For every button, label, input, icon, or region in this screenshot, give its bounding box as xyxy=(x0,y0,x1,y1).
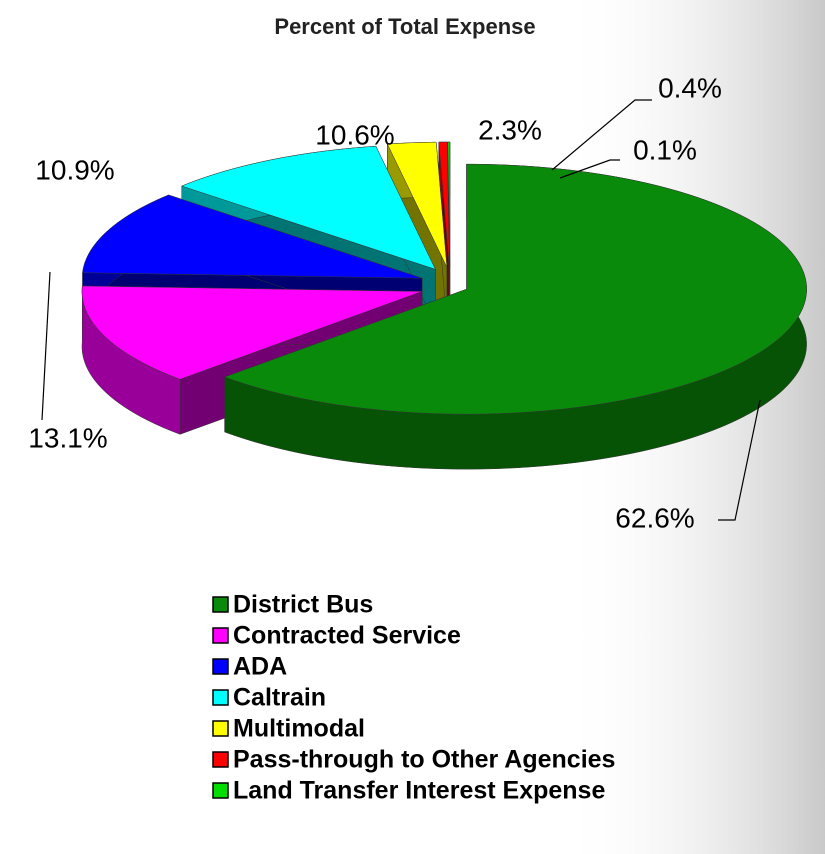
legend-swatch xyxy=(212,596,229,613)
value-label: 10.9% xyxy=(35,154,114,185)
value-label: 62.6% xyxy=(615,502,694,533)
slice xyxy=(438,141,450,268)
slice-sides xyxy=(81,141,807,470)
legend-label: Pass-through to Other Agencies xyxy=(233,746,615,774)
slice xyxy=(181,145,436,270)
value-label: 0.4% xyxy=(658,72,722,103)
value-label: 0.1% xyxy=(633,134,697,165)
legend-label: Multimodal xyxy=(233,715,365,743)
slice xyxy=(82,194,423,279)
legend-swatch xyxy=(212,782,229,799)
slice xyxy=(447,141,451,268)
leader-line xyxy=(551,99,652,171)
value-label: 13.1% xyxy=(28,422,107,453)
legend-swatch xyxy=(212,720,229,737)
legend-label: Contracted Service xyxy=(233,622,461,650)
slice xyxy=(387,141,448,268)
legend-label: Caltrain xyxy=(233,684,326,712)
leader-line xyxy=(718,399,761,521)
slice xyxy=(223,163,807,415)
leader-line xyxy=(559,159,620,179)
legend-swatch xyxy=(212,751,229,768)
legend-swatch xyxy=(212,658,229,675)
legend-label: ADA xyxy=(233,653,287,681)
legend-label: District Bus xyxy=(233,591,373,619)
slice xyxy=(223,163,807,470)
leader-line xyxy=(41,271,51,421)
legend-swatch xyxy=(212,627,229,644)
value-label: 2.3% xyxy=(478,114,542,145)
legend-label: Land Transfer Interest Expense xyxy=(233,777,605,805)
chart-title: Percent of Total Expense xyxy=(274,14,535,39)
legend-swatch xyxy=(212,689,229,706)
slice xyxy=(81,285,423,380)
value-label: 10.6% xyxy=(315,119,394,150)
